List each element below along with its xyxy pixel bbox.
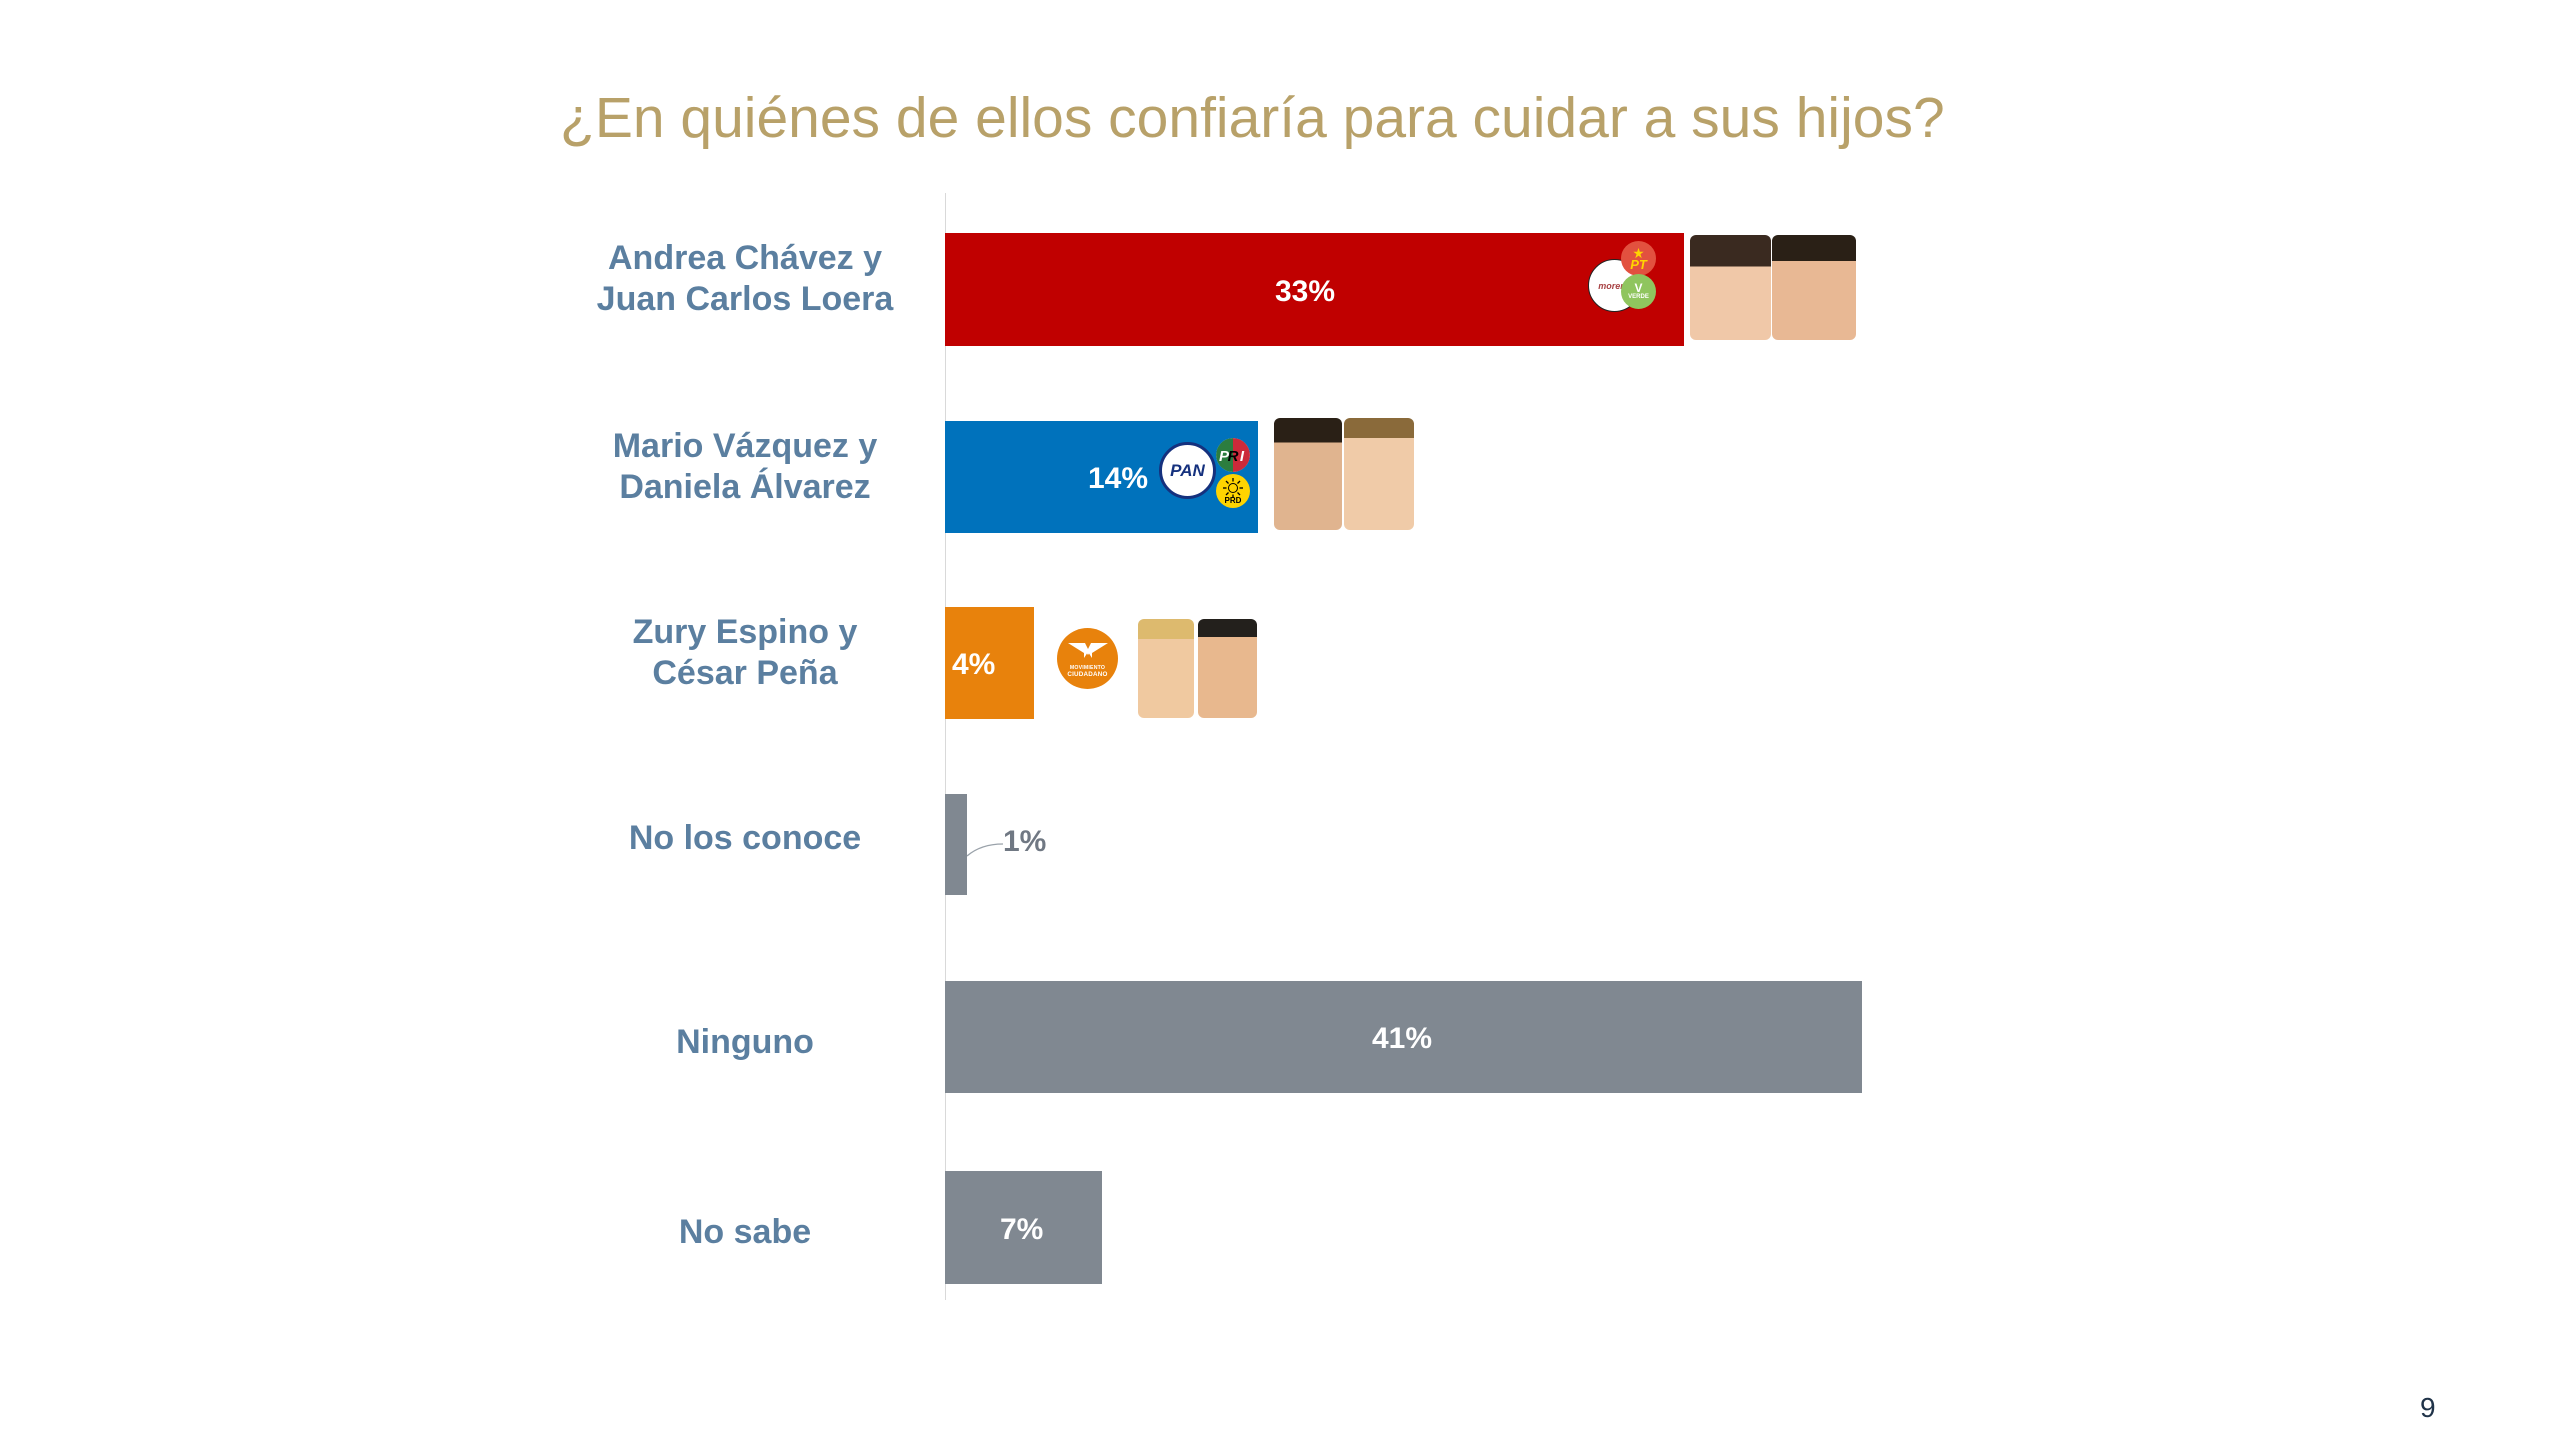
svg-text:R: R	[1228, 448, 1239, 465]
svg-text:P: P	[1219, 448, 1230, 465]
